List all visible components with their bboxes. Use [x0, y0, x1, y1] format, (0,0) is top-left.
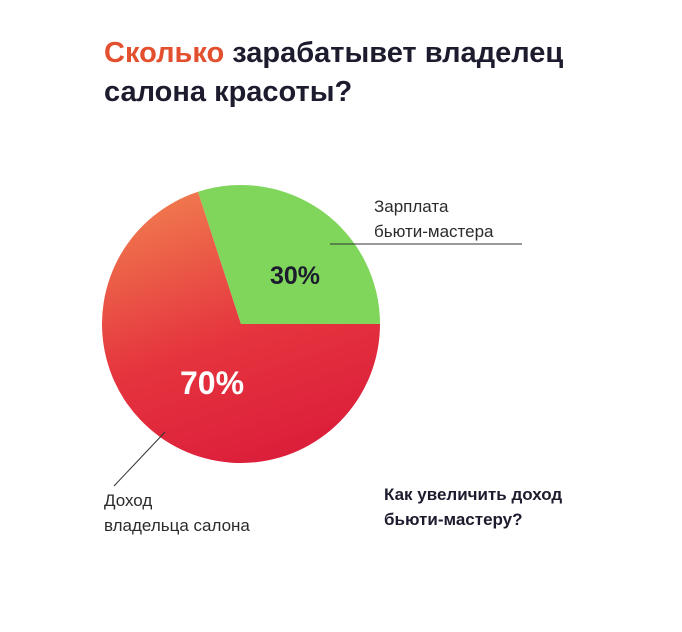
title-rest: зарабатывет владелец салона красоты?	[104, 37, 564, 108]
slice-label-salary: Зарплата бьюти-мастера	[374, 194, 494, 244]
title-accent: Сколько	[104, 37, 225, 69]
slice-label-income: Доход владельца салона	[104, 488, 250, 538]
slice-label-income-line1: Доход	[104, 491, 153, 510]
leader-line-income	[113, 431, 166, 487]
slice-value-income: 70%	[180, 365, 244, 401]
pie-slice-income	[102, 191, 381, 463]
slice-label-salary-line1: Зарплата	[374, 197, 449, 216]
pie-slice-salary	[198, 185, 380, 324]
cta-line-2: бьюти-мастеру?	[384, 510, 523, 529]
slice-value-salary: 30%	[270, 262, 320, 290]
cta-question[interactable]: Как увеличить доход бьюти-мастеру?	[384, 482, 562, 532]
cta-line-1: Как увеличить доход	[384, 485, 563, 504]
slice-label-income-line2: владельца салона	[104, 516, 250, 535]
chart-title: Сколько зарабатывет владелец салона крас…	[104, 34, 644, 112]
slice-label-salary-line2: бьюти-мастера	[374, 222, 494, 241]
